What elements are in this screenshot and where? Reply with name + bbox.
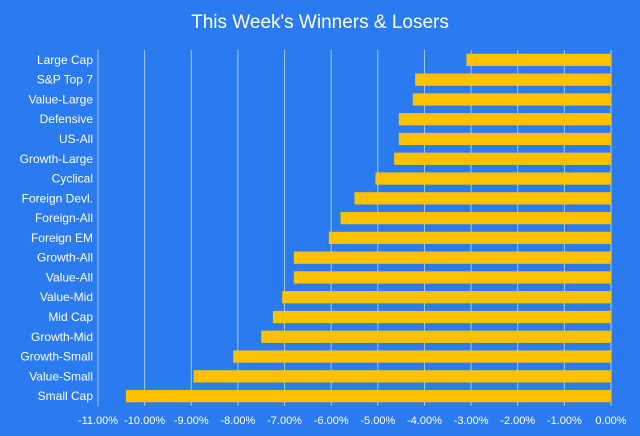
category-label: Value-Large bbox=[29, 92, 94, 106]
gridlines bbox=[97, 50, 612, 406]
category-label: Value-Small bbox=[29, 369, 93, 383]
x-axis-tick-labels: -11.00% -10.00% -9.00% -8.00% -7.00% -6.00% -5… bbox=[78, 415, 627, 427]
category-label: Mid Cap bbox=[48, 310, 93, 324]
bar bbox=[293, 251, 611, 264]
category-label: Cyclical bbox=[52, 172, 93, 186]
bar bbox=[261, 330, 611, 343]
category-label: Growth-Small bbox=[20, 350, 93, 364]
bar bbox=[466, 53, 611, 67]
category-label: Growth-Mid bbox=[31, 330, 93, 344]
category-label: Growth-Large bbox=[20, 152, 94, 166]
category-label: Growth-All bbox=[37, 251, 93, 265]
bar bbox=[272, 310, 611, 324]
x-tick-label: -2.00% bbox=[500, 415, 535, 427]
category-label: Value-All bbox=[46, 270, 93, 284]
bar bbox=[340, 211, 611, 225]
x-tick-label: -5.00% bbox=[360, 415, 395, 427]
bar bbox=[415, 73, 611, 86]
bar bbox=[412, 93, 611, 106]
category-label: Foreign Devl. bbox=[22, 191, 93, 205]
bar bbox=[282, 291, 611, 304]
bar bbox=[354, 192, 611, 205]
x-tick-label: -8.00% bbox=[220, 415, 255, 427]
x-tick-label: 0.00% bbox=[595, 415, 626, 427]
x-tick-label: -3.00% bbox=[454, 415, 489, 427]
x-tick-label: -7.00% bbox=[267, 415, 302, 427]
x-tick-label: -4.00% bbox=[407, 415, 442, 427]
bars bbox=[125, 53, 612, 403]
x-tick-label: -9.00% bbox=[174, 415, 209, 427]
bar bbox=[233, 350, 611, 363]
category-label: S&P Top 7 bbox=[37, 73, 94, 87]
bar bbox=[398, 132, 611, 146]
bar bbox=[394, 152, 611, 165]
x-tick-label: -1.00% bbox=[547, 415, 582, 427]
x-tick-label: -10.00% bbox=[124, 415, 165, 427]
category-label: Small Cap bbox=[38, 389, 94, 403]
category-labels: Large Cap S&P Top 7 Value-Large Defensive US… bbox=[20, 53, 94, 403]
category-label: Foreign EM bbox=[31, 231, 93, 245]
category-label: US-All bbox=[59, 132, 93, 146]
category-label: Value-Mid bbox=[40, 290, 93, 304]
category-label: Defensive bbox=[40, 112, 94, 126]
bar bbox=[398, 113, 611, 126]
chart-title: This Week's Winners & Losers bbox=[191, 12, 449, 33]
bar bbox=[328, 231, 611, 245]
category-label: Foreign-All bbox=[35, 211, 93, 225]
bar bbox=[375, 172, 611, 185]
bar bbox=[193, 370, 611, 383]
bar bbox=[125, 389, 612, 403]
x-tick-label: -11.00% bbox=[78, 415, 118, 427]
category-label: Large Cap bbox=[37, 53, 93, 67]
x-tick-label: -6.00% bbox=[314, 415, 349, 427]
bar bbox=[293, 271, 611, 284]
